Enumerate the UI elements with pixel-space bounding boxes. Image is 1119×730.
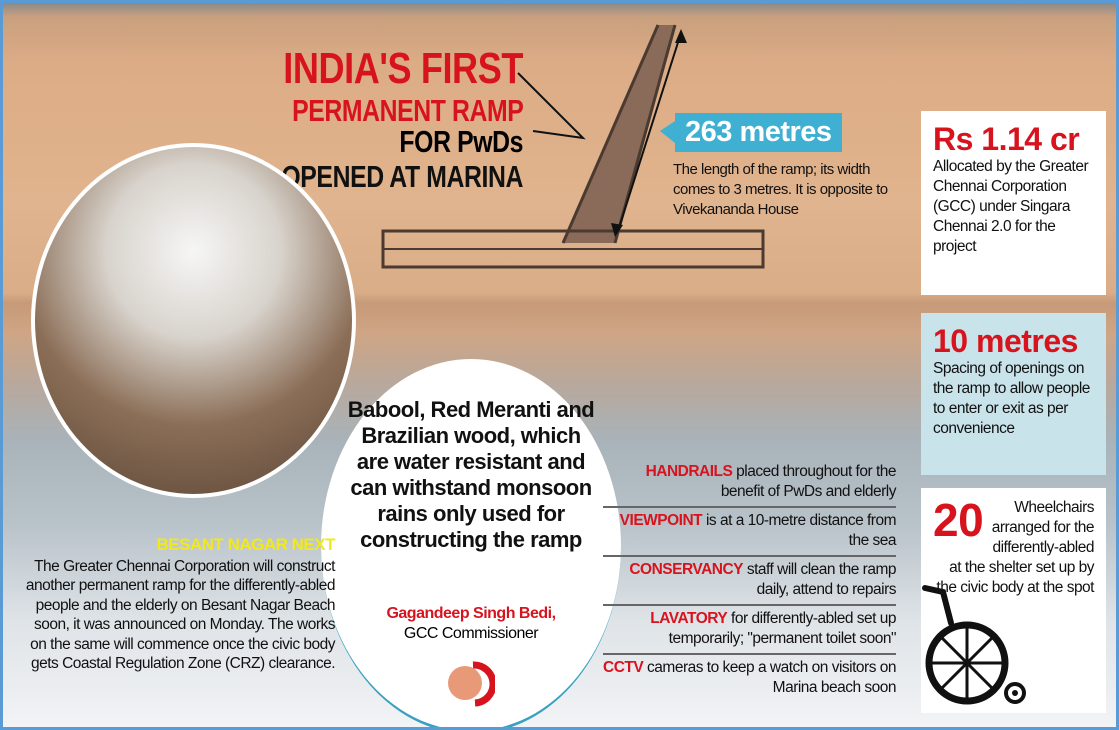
cost-panel: Rs 1.14 cr Allocated by the Greater Chen… bbox=[921, 111, 1106, 295]
feature-item: CCTV cameras to keep a watch on visitors… bbox=[603, 659, 896, 696]
title-pointer bbox=[517, 72, 586, 140]
quote-logo-icon bbox=[448, 661, 495, 707]
length-badge: 263 metres bbox=[675, 113, 842, 152]
wheelchairs-panel: 20 Wheelchairs arranged for the differen… bbox=[921, 488, 1106, 713]
quote-role: GCC Commissioner bbox=[403, 625, 539, 642]
quote-bubble: Babool, Red Meranti and Brazilian wood, … bbox=[321, 359, 621, 727]
feature-item: LAVATORY for differently-abled set up te… bbox=[603, 606, 897, 655]
wheelchairs-value: 20 bbox=[933, 494, 984, 546]
feature-item: VIEWPOINT is at a 10-metre distance from… bbox=[603, 508, 896, 557]
cost-value: Rs 1.14 cr bbox=[933, 121, 1080, 157]
length-arrow bbox=[617, 32, 682, 232]
feature-item: CONSERVANCY staff will clean the ramp da… bbox=[603, 557, 896, 606]
quote-author: Gagandeep Singh Bedi, bbox=[386, 605, 556, 622]
spacing-panel: 10 metres Spacing of openings on the ram… bbox=[921, 313, 1106, 475]
spacing-description: Spacing of openings on the ramp to allow… bbox=[933, 360, 1090, 437]
wheelchair-icon bbox=[922, 585, 1026, 705]
besant-nagar-section: BESANT NAGAR NEXT The Greater Chennai Co… bbox=[23, 535, 336, 674]
feature-list: HANDRAILS placed throughout for the bene… bbox=[603, 459, 897, 702]
cost-description: Allocated by the Greater Chennai Corpora… bbox=[933, 158, 1089, 255]
headline-line3: OPENED AT MARINA bbox=[281, 159, 523, 194]
besant-text: The Greater Chennai Corporation will con… bbox=[25, 557, 336, 673]
ramp-walkway bbox=[563, 25, 675, 243]
length-description: The length of the ramp; its width comes … bbox=[673, 161, 888, 218]
headline-line2-black: FOR PwDs bbox=[399, 124, 523, 159]
feature-item: HANDRAILS placed throughout for the bene… bbox=[603, 459, 897, 508]
inauguration-photo bbox=[31, 143, 356, 498]
wheelchairs-description: Wheelchairs arranged for the differently… bbox=[936, 499, 1094, 596]
besant-heading: BESANT NAGAR NEXT bbox=[156, 535, 335, 554]
headline-line2-red: PERMANENT RAMP bbox=[292, 93, 523, 128]
headline: INDIA'S FIRST PERMANENT RAMP FOR PwDs OP… bbox=[163, 44, 523, 194]
quote-text: Babool, Red Meranti and Brazilian wood, … bbox=[347, 397, 595, 552]
ramp-illustration bbox=[381, 24, 765, 269]
headline-line1: INDIA'S FIRST bbox=[283, 44, 523, 93]
spacing-value: 10 metres bbox=[933, 323, 1078, 359]
